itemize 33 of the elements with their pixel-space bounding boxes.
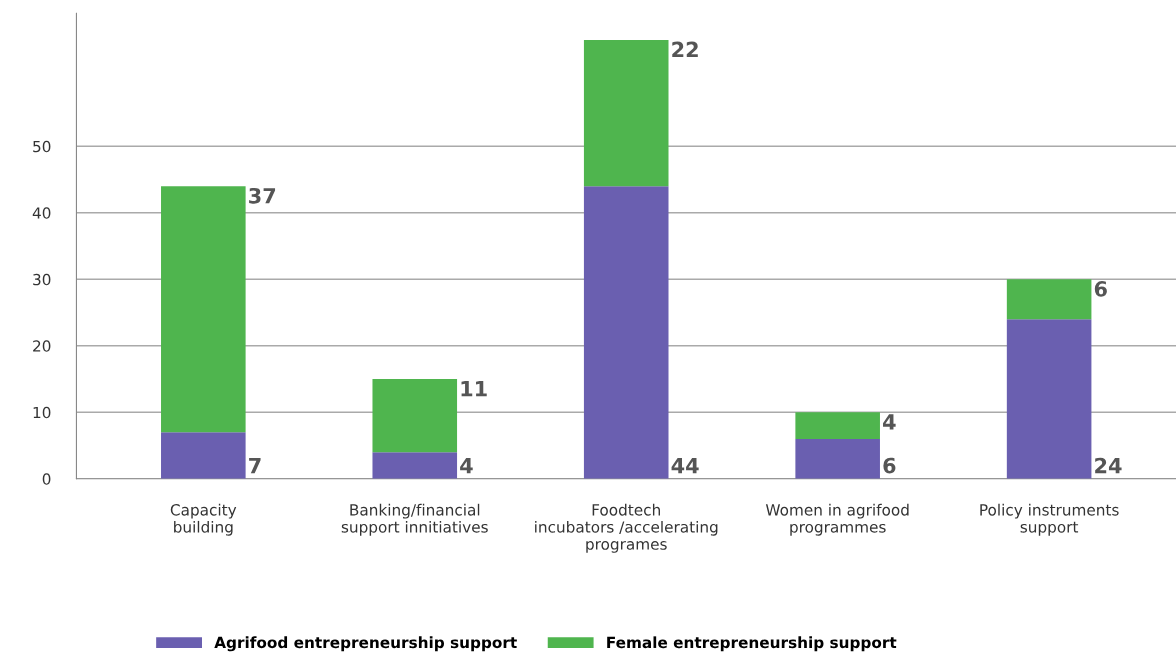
x-tick-label: Policy instruments support <box>980 503 1119 536</box>
data-label: 22 <box>672 41 698 58</box>
data-label: 6 <box>1094 281 1107 297</box>
bar <box>795 438 880 479</box>
x-tick-label: Women in agrifood programmes <box>765 503 909 536</box>
y-tick-label: 50 <box>33 140 51 153</box>
data-label: 4 <box>883 414 896 430</box>
bar <box>161 432 246 479</box>
legend-label: Agrifood entrepreneurship support <box>214 636 517 652</box>
data-label: 4 <box>460 457 473 474</box>
data-label: 44 <box>671 457 699 474</box>
bar <box>372 452 458 479</box>
y-tick-label: 20 <box>33 340 51 352</box>
x-tick-label: Foodtech incubators /accelerating programes <box>535 503 718 553</box>
bar <box>372 379 458 453</box>
y-tick-label: 30 <box>33 273 51 286</box>
bar <box>583 39 669 187</box>
data-label: 6 <box>883 457 896 474</box>
y-tick-label: 10 <box>33 406 51 419</box>
y-tick-label: 0 <box>42 473 51 485</box>
legend-label: Female entrepreneurship support <box>607 636 897 652</box>
bar <box>1006 319 1092 479</box>
bar <box>795 412 880 439</box>
x-tick-label: Banking/financial support innitiatives <box>341 503 488 536</box>
data-label: 7 <box>249 457 261 474</box>
bar <box>161 186 246 433</box>
y-tick-label: 40 <box>32 207 51 219</box>
data-label: 37 <box>249 187 276 204</box>
bar <box>583 186 669 479</box>
x-tick-label: Capacity building <box>170 503 237 536</box>
bar <box>1006 279 1092 320</box>
data-label: 24 <box>1095 457 1122 474</box>
data-label: 11 <box>461 381 487 397</box>
